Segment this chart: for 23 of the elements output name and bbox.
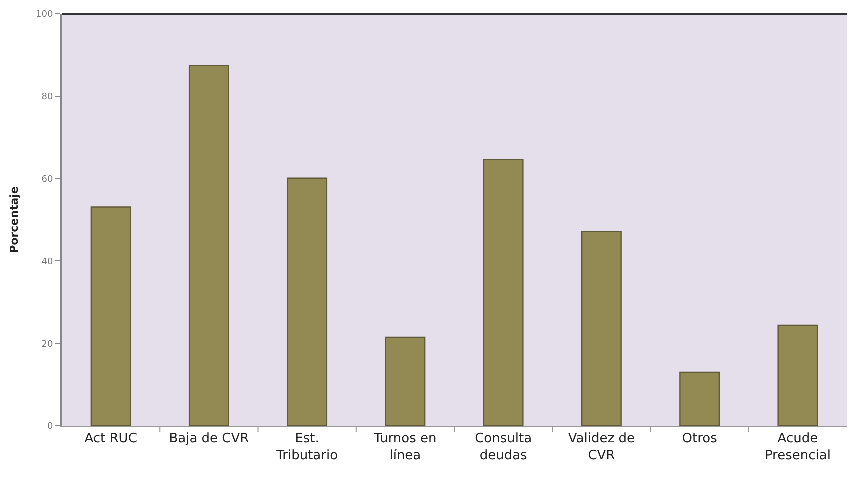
y-tick-label: 20 bbox=[42, 340, 54, 350]
y-tick-label: 100 bbox=[36, 10, 54, 20]
bar bbox=[483, 159, 524, 426]
bar bbox=[778, 324, 818, 426]
y-axis-title: Porcentaje bbox=[8, 186, 22, 254]
y-tick-label: 60 bbox=[42, 174, 54, 185]
y-tick-label: 40 bbox=[42, 257, 54, 268]
bar bbox=[287, 178, 328, 426]
x-tick-label: Est. Tributario bbox=[276, 432, 338, 464]
x-tick-label: Validez de CVR bbox=[568, 432, 635, 464]
x-tick-label: Acude Presencial bbox=[764, 432, 831, 464]
x-tick-label: Turnos en línea bbox=[373, 432, 437, 464]
x-tick-label: Otros bbox=[682, 432, 718, 447]
x-tick-label: Baja de CVR bbox=[169, 432, 250, 447]
y-tick-label: 80 bbox=[42, 92, 54, 103]
bar bbox=[385, 336, 426, 426]
bar bbox=[680, 372, 720, 426]
bar bbox=[188, 65, 230, 426]
x-tick-label: Act RUC bbox=[84, 432, 138, 447]
y-tick-label: 0 bbox=[47, 422, 54, 432]
bar bbox=[90, 206, 132, 426]
x-tick-label: Consulta deudas bbox=[475, 432, 532, 464]
bar bbox=[581, 230, 622, 426]
